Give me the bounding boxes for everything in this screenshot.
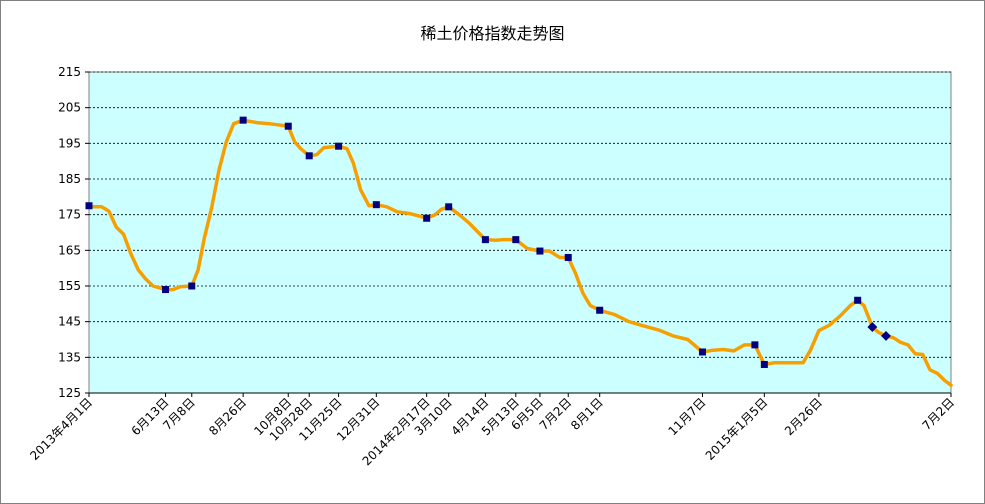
data-point-marker	[305, 152, 313, 160]
data-point-marker-diamond	[881, 330, 891, 341]
data-point-marker	[854, 296, 862, 304]
data-point-marker	[536, 247, 544, 255]
y-tick-label: 175	[58, 208, 81, 222]
data-point-marker	[188, 282, 196, 290]
y-tick-label: 165	[58, 243, 81, 257]
data-point-marker	[596, 306, 604, 314]
y-tick-label: 195	[58, 136, 81, 150]
data-point-marker	[284, 122, 292, 130]
x-tick-label: 7月2日	[537, 395, 575, 433]
x-tick-label: 2013年4月1日	[27, 395, 95, 463]
series-line	[87, 118, 953, 387]
y-tick-label: 125	[58, 386, 81, 400]
x-tick-label: 8月1日	[568, 395, 606, 433]
y-axis: 125 135 145 155 165 175 185 195 205 215	[58, 65, 89, 400]
x-tick-label: 11月7日	[666, 395, 709, 438]
data-point-marker	[445, 203, 453, 211]
x-tick-label: 7月2日	[919, 395, 957, 433]
y-tick-label: 185	[58, 172, 81, 186]
data-point-marker	[372, 201, 380, 209]
data-point-marker	[335, 142, 343, 150]
data-point-marker	[239, 116, 247, 124]
x-tick-label: 8月26日	[206, 395, 249, 438]
data-point-marker	[751, 341, 759, 349]
y-tick-label: 205	[58, 101, 81, 115]
data-point-marker	[162, 286, 170, 294]
plot-area	[88, 71, 952, 394]
data-point-marker	[512, 236, 520, 244]
data-point-marker	[423, 214, 431, 222]
data-point-marker	[564, 253, 572, 261]
chart-title: 稀土价格指数走势图	[420, 24, 565, 43]
y-tick-label: 145	[58, 315, 81, 329]
y-tick-label: 155	[58, 279, 81, 293]
data-point-marker	[481, 236, 489, 244]
data-point-marker	[698, 348, 706, 356]
series-markers	[85, 116, 891, 368]
y-tick-label: 135	[58, 350, 81, 364]
data-point-marker-diamond	[867, 322, 878, 332]
y-tick-label: 215	[58, 65, 81, 79]
data-point-marker	[85, 202, 93, 210]
x-tick-label: 2015年1月5日	[703, 395, 771, 463]
x-tick-label: 2月26日	[782, 395, 825, 438]
data-point-marker	[760, 360, 768, 368]
